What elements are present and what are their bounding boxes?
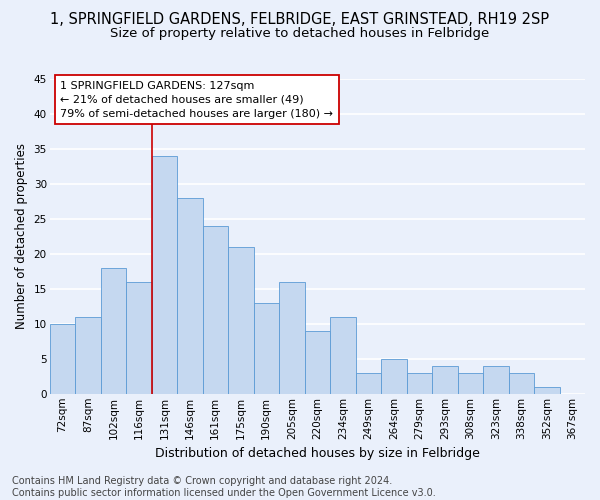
Bar xyxy=(356,373,381,394)
Bar xyxy=(509,373,534,394)
Text: Size of property relative to detached houses in Felbridge: Size of property relative to detached ho… xyxy=(110,28,490,40)
Bar xyxy=(152,156,177,394)
Bar xyxy=(534,387,560,394)
Bar xyxy=(279,282,305,394)
Bar xyxy=(126,282,152,394)
Bar xyxy=(177,198,203,394)
X-axis label: Distribution of detached houses by size in Felbridge: Distribution of detached houses by size … xyxy=(155,447,480,460)
Y-axis label: Number of detached properties: Number of detached properties xyxy=(15,144,28,330)
Bar xyxy=(305,331,330,394)
Text: Contains HM Land Registry data © Crown copyright and database right 2024.
Contai: Contains HM Land Registry data © Crown c… xyxy=(12,476,436,498)
Bar xyxy=(458,373,483,394)
Bar xyxy=(101,268,126,394)
Bar xyxy=(254,303,279,394)
Bar xyxy=(228,247,254,394)
Bar xyxy=(75,317,101,394)
Bar xyxy=(381,359,407,394)
Text: 1 SPRINGFIELD GARDENS: 127sqm
← 21% of detached houses are smaller (49)
79% of s: 1 SPRINGFIELD GARDENS: 127sqm ← 21% of d… xyxy=(60,80,333,118)
Bar xyxy=(203,226,228,394)
Bar xyxy=(330,317,356,394)
Bar xyxy=(407,373,432,394)
Bar xyxy=(50,324,75,394)
Bar xyxy=(432,366,458,394)
Text: 1, SPRINGFIELD GARDENS, FELBRIDGE, EAST GRINSTEAD, RH19 2SP: 1, SPRINGFIELD GARDENS, FELBRIDGE, EAST … xyxy=(50,12,550,28)
Bar xyxy=(483,366,509,394)
